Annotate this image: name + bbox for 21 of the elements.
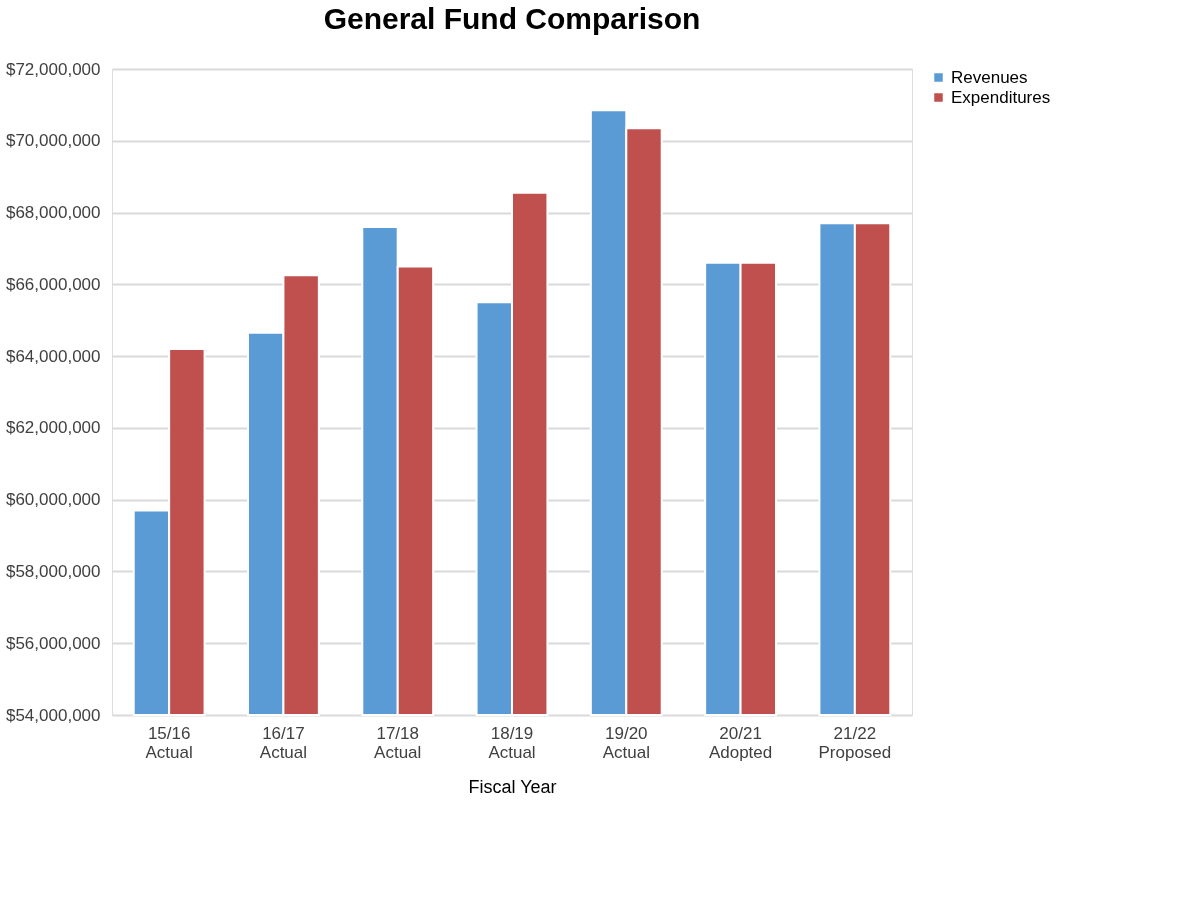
x-axis-title: Fiscal Year bbox=[468, 776, 557, 797]
y-tick-label: $62,000,000 bbox=[5, 418, 101, 438]
x-tick-label: 18/19 Actual bbox=[488, 723, 536, 762]
y-tick-label: $72,000,000 bbox=[5, 59, 101, 79]
x-tick-label: 15/16 Actual bbox=[145, 723, 193, 762]
y-tick-label: $66,000,000 bbox=[5, 274, 101, 294]
x-tick-label: 19/20 Actual bbox=[602, 723, 650, 762]
y-tick-label: $58,000,000 bbox=[5, 561, 101, 581]
y-tick-label: $56,000,000 bbox=[5, 633, 101, 653]
x-tick-label: 20/21 Adopted bbox=[708, 723, 773, 762]
y-tick-label: $64,000,000 bbox=[5, 346, 101, 366]
y-tick-label: $54,000,000 bbox=[5, 705, 101, 725]
chart-title: General Fund Comparison bbox=[323, 2, 701, 35]
legend-label: Expenditures bbox=[951, 87, 1051, 107]
x-tick-label: 21/22 Proposed bbox=[818, 723, 892, 762]
y-tick-label: $68,000,000 bbox=[5, 203, 101, 223]
x-tick-label: 17/18 Actual bbox=[374, 723, 422, 762]
y-tick-label: $60,000,000 bbox=[5, 490, 101, 510]
x-tick-label: 16/17 Actual bbox=[259, 723, 308, 762]
y-tick-label: $70,000,000 bbox=[5, 131, 101, 151]
legend-label: Revenues bbox=[951, 67, 1028, 87]
